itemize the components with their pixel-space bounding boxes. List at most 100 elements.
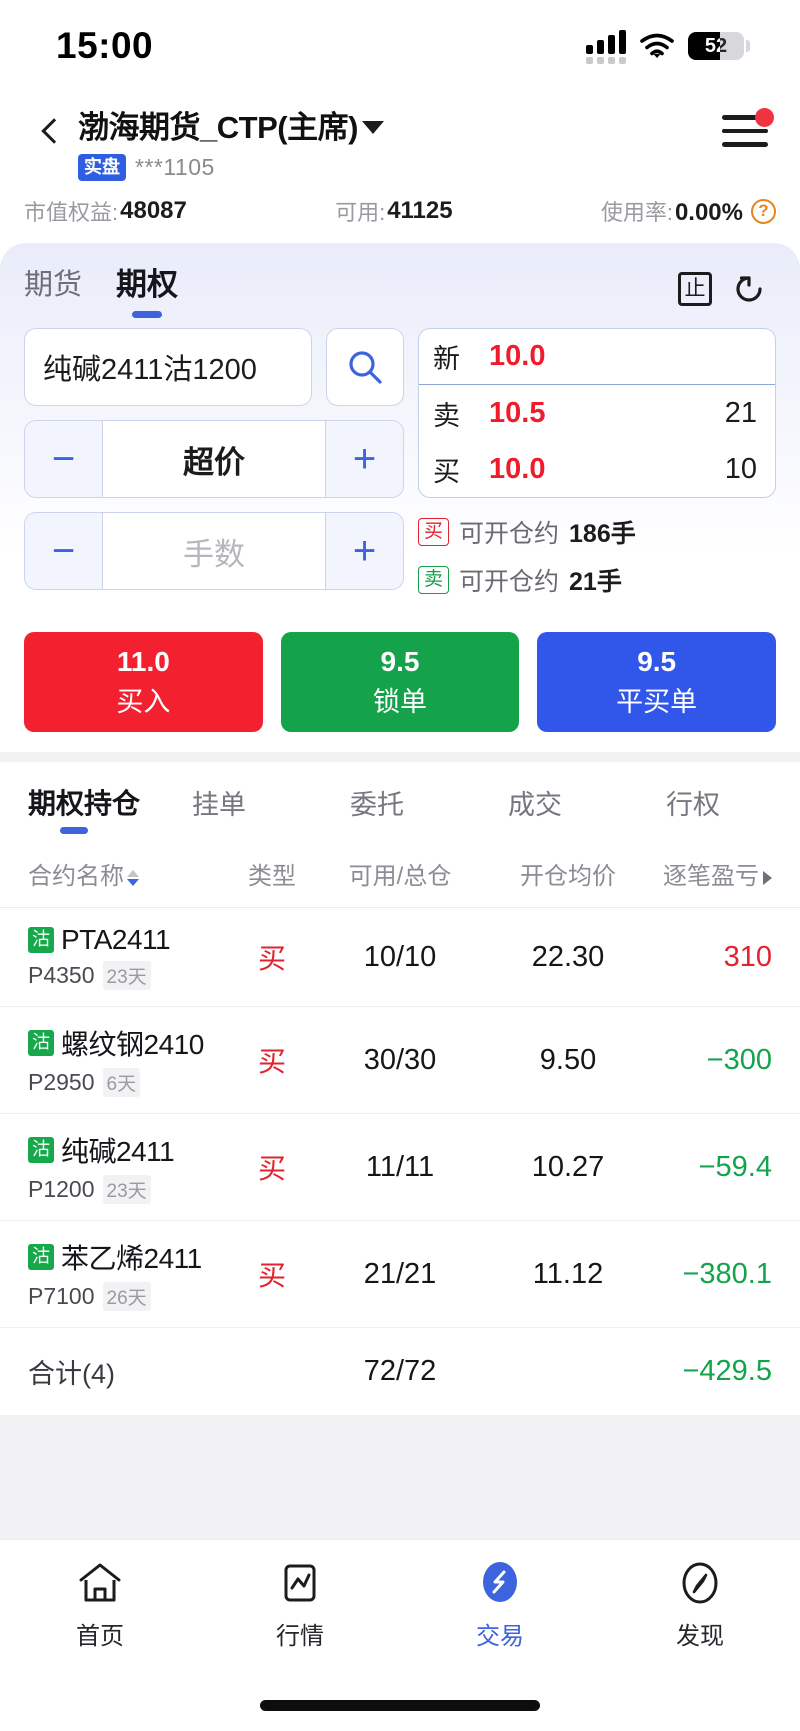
cell-quantity: 11/11	[320, 1113, 480, 1221]
close-buy-order-button[interactable]: 9.5 平买单	[537, 632, 777, 732]
nav-label-discover: 发现	[676, 1623, 724, 1650]
contract-input[interactable]: 纯碱2411沽1200	[24, 328, 312, 406]
tab-futures[interactable]: 期货	[24, 268, 83, 301]
nav-item-home[interactable]: 首页	[0, 1558, 200, 1651]
cell-contract: 沽 螺纹钢2410 P2950 6天	[0, 1006, 224, 1114]
stat-usage: 使用率:0.00% ?	[601, 195, 776, 227]
home-indicator[interactable]	[260, 1699, 540, 1711]
order-inputs: 纯碱2411沽1200 − 超价 + − 手数	[24, 328, 404, 610]
nav-label-trade: 交易	[476, 1623, 524, 1650]
contract-name: 纯碱2411	[61, 1136, 175, 1167]
tab-options[interactable]: 期权	[116, 259, 178, 318]
contract-name: PTA2411	[61, 924, 171, 955]
table-row[interactable]: 沽 苯乙烯2411 P7100 26天 买 21/21 11.12 −380.1	[0, 1220, 800, 1328]
stat-available-label: 可用:	[335, 200, 386, 225]
table-row[interactable]: 沽 螺纹钢2410 P2950 6天 买 30/30 9.50 −300	[0, 1006, 800, 1114]
quote-label-last: 新	[433, 344, 460, 374]
account-subline: 实盘 ***1105	[78, 154, 706, 181]
quote-price-ask: 10.5	[489, 396, 546, 429]
positions-tabs: 期权持仓 挂单 委托 成交 行权	[0, 762, 800, 838]
nav-item-trade[interactable]: 交易	[400, 1558, 600, 1651]
strike-price: P4350	[28, 962, 95, 988]
contract-name: 螺纹钢2410	[61, 1029, 204, 1060]
stop-order-icon[interactable]: 止	[668, 265, 722, 313]
back-button[interactable]	[24, 100, 78, 162]
stat-usage-label: 使用率:	[600, 200, 673, 225]
question-mark-icon[interactable]: ?	[751, 198, 776, 224]
quantity-input[interactable]: 手数	[183, 536, 245, 572]
buy-button[interactable]: 11.0 买入	[24, 632, 263, 732]
header-contract-name[interactable]: 合约名称	[0, 838, 224, 908]
market-chart-icon	[278, 1558, 322, 1608]
positions-table: 合约名称 类型 可用/总仓 开仓均价 逐笔盈亏 沽 PTA2411 P4	[0, 838, 800, 1415]
header-type: 类型	[224, 838, 320, 908]
stat-available-value: 41125	[387, 197, 453, 224]
stat-equity-value: 48087	[120, 197, 187, 224]
quantity-increase-button[interactable]: +	[325, 513, 403, 589]
availability-buy-tag: 买	[418, 517, 450, 547]
price-stepper: − 超价 +	[24, 420, 404, 498]
section-divider	[0, 752, 800, 762]
empty-area	[0, 1415, 800, 1539]
total-quantity: 72/72	[363, 1355, 437, 1387]
tab-trades[interactable]: 成交	[508, 789, 563, 820]
price-decrease-button[interactable]: −	[25, 421, 103, 497]
cell-quantity: 30/30	[320, 1006, 480, 1114]
availability-sell-tag: 卖	[418, 565, 450, 595]
cell-contract: 沽 纯碱2411 P1200 23天	[0, 1113, 224, 1221]
tab-exercise[interactable]: 行权	[666, 789, 721, 820]
header-avg-price: 开仓均价	[480, 838, 656, 908]
availability-buy-amount: 186手	[569, 520, 636, 548]
tab-pending-orders[interactable]: 挂单	[192, 789, 247, 820]
quote-row-last[interactable]: 新 10.0	[419, 329, 775, 385]
cell-pnl: −59.4	[656, 1113, 800, 1221]
quote-row-ask[interactable]: 卖 10.5 21	[419, 385, 775, 441]
quote-row-bid[interactable]: 买 10.0 10	[419, 441, 775, 497]
cell-quantity: 10/10	[320, 907, 480, 1007]
cellular-signal-icon	[586, 28, 626, 64]
nav-item-market[interactable]: 行情	[200, 1558, 400, 1651]
quote-label-bid: 买	[433, 456, 460, 487]
availability-sell: 卖 可开仓约 21手	[418, 562, 776, 598]
status-time: 15:00	[56, 25, 154, 66]
sort-arrows-icon	[127, 869, 139, 886]
wifi-icon	[640, 33, 674, 59]
search-icon	[349, 351, 382, 384]
stat-equity-label: 市值权益:	[24, 200, 119, 225]
option-type-badge: 沽	[28, 927, 54, 953]
quote-volume-ask: 21	[724, 396, 757, 429]
nav-item-discover[interactable]: 发现	[600, 1558, 800, 1651]
cell-type: 买	[224, 1220, 320, 1328]
table-row[interactable]: 沽 PTA2411 P4350 23天 买 10/10 22.30 310	[0, 907, 800, 1007]
quantity-decrease-button[interactable]: −	[25, 513, 103, 589]
tab-entrust[interactable]: 委托	[350, 789, 405, 820]
account-selector[interactable]: 渤海期货_CTP(主席)	[78, 102, 706, 147]
account-info: 渤海期货_CTP(主席) 实盘 ***1105	[78, 100, 706, 181]
close-buy-button-label: 平买单	[616, 686, 698, 717]
price-value[interactable]: 超价	[183, 444, 245, 480]
refresh-icon[interactable]	[722, 265, 776, 313]
contract-name: 苯乙烯2411	[61, 1243, 202, 1274]
trade-panel: 期货 期权 止 纯碱2411沽1200	[0, 243, 800, 752]
table-total-row: 合计(4) 72/72 −429.5	[0, 1328, 800, 1416]
search-button[interactable]	[326, 328, 404, 406]
cell-pnl: −380.1	[656, 1220, 800, 1328]
header-pnl[interactable]: 逐笔盈亏	[656, 838, 800, 908]
hamburger-menu-icon[interactable]	[706, 100, 776, 162]
days-to-expiry: 6天	[102, 1068, 141, 1097]
availability-buy-text: 可开仓约	[459, 520, 560, 548]
quote-box: 新 10.0 卖 10.5 21 买 10.0 10	[418, 328, 776, 498]
lock-order-button[interactable]: 9.5 锁单	[280, 632, 520, 732]
availability-sell-text: 可开仓约	[459, 568, 560, 596]
header-quantity: 可用/总仓	[320, 838, 480, 908]
nav-label-market: 行情	[276, 1623, 324, 1650]
table-row[interactable]: 沽 纯碱2411 P1200 23天 买 11/11 10.27 −59.4	[0, 1113, 800, 1221]
strike-price: P2950	[28, 1069, 95, 1095]
bottom-navigation: 首页 行情 交易	[0, 1539, 800, 1679]
tab-option-positions[interactable]: 期权持仓	[28, 782, 140, 838]
price-increase-button[interactable]: +	[325, 421, 403, 497]
caret-down-icon	[361, 120, 384, 134]
table-header-row: 合约名称 类型 可用/总仓 开仓均价 逐笔盈亏	[0, 838, 800, 908]
battery-level: 52	[704, 34, 728, 57]
